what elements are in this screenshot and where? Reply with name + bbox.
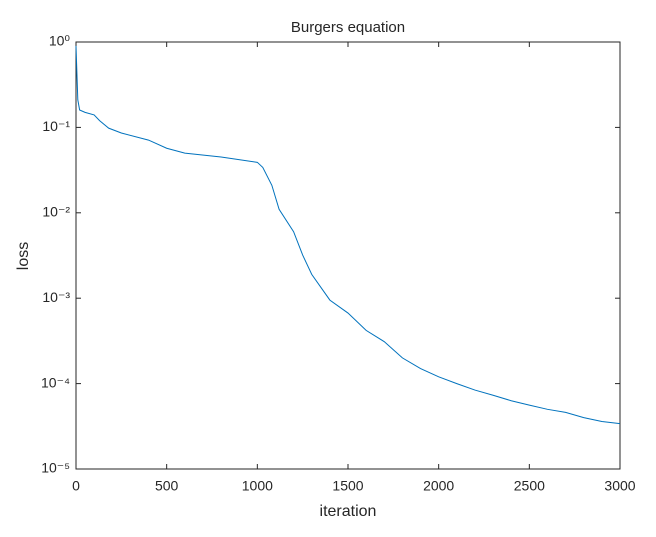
- x-tick-label: 2500: [514, 478, 545, 494]
- x-tick-label: 3000: [604, 478, 635, 494]
- x-tick-label: 2000: [423, 478, 454, 494]
- y-tick-label: 10⁻³: [42, 289, 70, 305]
- x-tick-label: 1500: [332, 478, 363, 494]
- plot-frame: [75, 41, 621, 470]
- x-tick-label: 1000: [242, 478, 273, 494]
- loss-line: [75, 45, 621, 425]
- y-tick-label: 10⁰: [49, 33, 71, 49]
- x-tick-label: 500: [155, 478, 179, 494]
- y-tick-label: 10⁻⁴: [41, 374, 70, 390]
- y-tick-label: 10⁻²: [42, 204, 70, 220]
- y-axis-label: loss: [15, 242, 32, 270]
- x-tick-label: 0: [72, 478, 80, 494]
- y-tick-label: 10⁻⁵: [41, 460, 70, 476]
- x-axis-label: iteration: [320, 503, 377, 520]
- chart-title: Burgers equation: [291, 19, 405, 36]
- y-tick-label: 10⁻¹: [42, 118, 70, 134]
